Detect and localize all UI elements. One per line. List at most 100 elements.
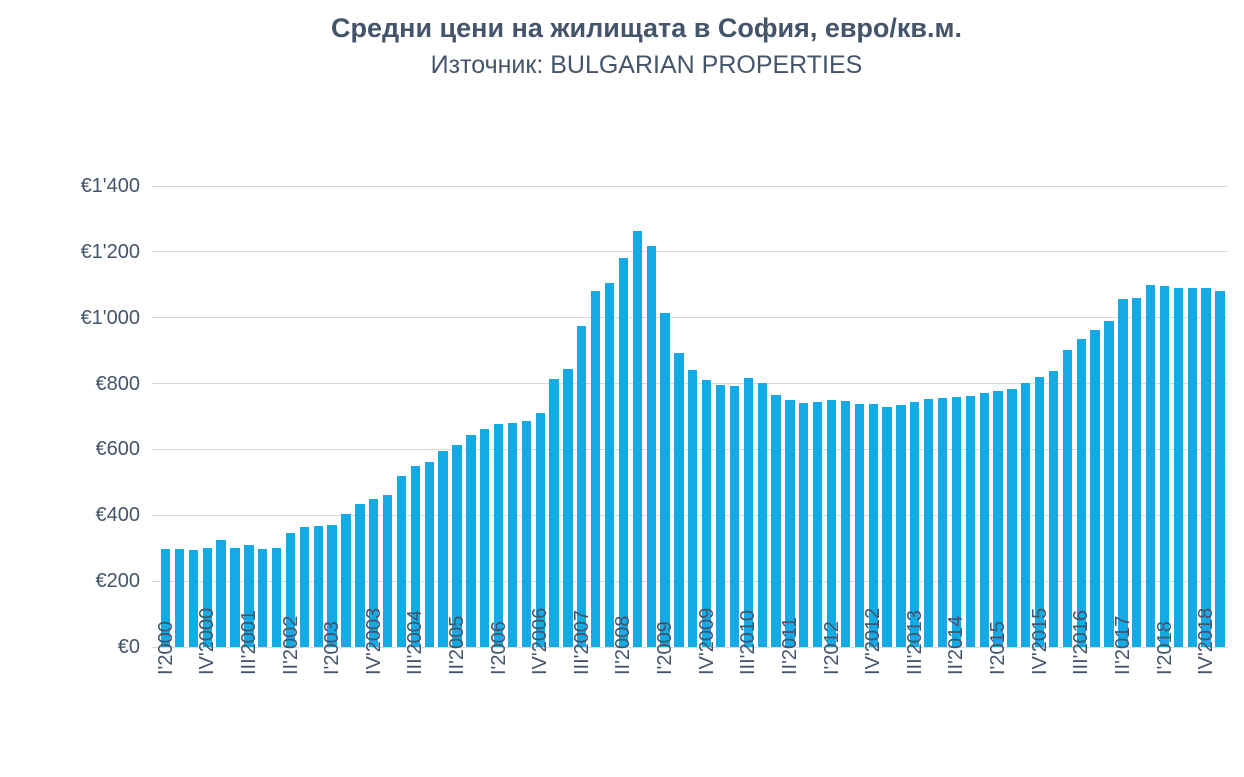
bar (771, 394, 781, 647)
bar (549, 379, 559, 647)
bar (535, 412, 545, 647)
bar (424, 461, 434, 647)
x-axis-tick-label: I'2012 (820, 621, 843, 675)
x-axis-tick-label: II'2005 (446, 616, 468, 775)
bar (604, 283, 615, 647)
x-axis-tick-label: II'2011 (779, 617, 801, 775)
bar (882, 406, 892, 647)
bar (660, 312, 670, 647)
gridline (152, 646, 1228, 648)
x-axis-tick-label: III'2013 (904, 610, 926, 775)
x-axis-tick-label: IV'2015 (1029, 608, 1051, 775)
bar (327, 524, 337, 647)
x-axis-tick-label: III'2010 (737, 610, 759, 775)
bar (1034, 377, 1045, 647)
bar (1159, 286, 1170, 647)
bar (1187, 288, 1197, 647)
bar (174, 548, 185, 647)
bar (1145, 285, 1156, 647)
bar (951, 397, 962, 647)
bar (979, 393, 989, 647)
x-axis-tick-label: II'2014 (945, 616, 967, 775)
bar (396, 475, 407, 647)
bar (618, 257, 629, 647)
bar (410, 466, 420, 647)
bar (729, 385, 740, 647)
gridline (152, 317, 1228, 319)
chart-title: Средни цени на жилищата в София, евро/кв… (330, 13, 963, 43)
bar (965, 396, 975, 647)
bar (799, 402, 809, 647)
bar (216, 540, 226, 647)
x-axis-tick-label: IV'2018 (1195, 608, 1217, 775)
bar (1132, 297, 1142, 647)
y-axis-tick-label: €1'200 (80, 240, 140, 263)
bar (646, 245, 656, 647)
x-axis-tick-label: IV'2003 (363, 608, 385, 775)
bar (702, 379, 712, 647)
bar (840, 400, 851, 647)
x-axis-tick-label: IV'2000 (196, 608, 218, 775)
chart-header: Средни цени на жилищата в София, евро/кв… (49, 0, 1244, 79)
y-axis-tick-label: €600 (95, 438, 141, 461)
bar (299, 527, 310, 647)
bar (896, 404, 906, 647)
chart-subtitle: Източник: BULGARIAN PROPERTIES (430, 50, 863, 79)
bar (521, 420, 531, 647)
bar (591, 291, 601, 647)
gridline (152, 185, 1228, 187)
bar (161, 548, 171, 647)
bar (355, 504, 365, 647)
bar (1076, 339, 1086, 647)
bar (854, 403, 864, 647)
bar (507, 423, 518, 647)
plot-area (152, 185, 1228, 648)
x-axis-tick-label: IV'2012 (862, 608, 884, 775)
bar (577, 325, 587, 647)
bar (563, 369, 573, 647)
x-axis-tick-label: I'2009 (654, 621, 677, 675)
bar (757, 382, 767, 647)
x-axis-tick-label: I'2000 (154, 621, 177, 675)
bar (674, 352, 684, 647)
bar (480, 429, 490, 647)
bar (1021, 383, 1031, 647)
bar (1118, 298, 1128, 647)
x-axis-tick-label: III'2007 (571, 610, 593, 775)
bar (924, 399, 934, 647)
bar (452, 445, 462, 647)
bar (813, 402, 823, 647)
bar (937, 398, 948, 647)
bar (271, 548, 282, 647)
bar (826, 400, 837, 647)
bar (1048, 370, 1059, 647)
bar (910, 402, 920, 647)
bar (258, 548, 268, 647)
x-axis-tick-label: II'2008 (612, 616, 634, 775)
bar (369, 498, 379, 647)
bar (285, 533, 296, 647)
bar (1090, 329, 1100, 647)
y-axis-tick-label: €400 (95, 504, 141, 527)
bar (1007, 388, 1017, 647)
bar (230, 547, 240, 647)
gridline (152, 251, 1228, 253)
x-axis-tick-label: I'2018 (1153, 621, 1176, 675)
y-axis-tick-label: €1'000 (80, 306, 140, 329)
x-axis-tick-label: III'2001 (238, 610, 260, 775)
x-axis-tick-label: II'2017 (1112, 616, 1134, 775)
x-axis-tick-label: I'2003 (321, 621, 344, 675)
bar (785, 400, 795, 647)
bar (632, 230, 642, 647)
bar (715, 385, 726, 647)
bar (493, 424, 504, 647)
x-axis-tick-label: III'2004 (404, 610, 426, 775)
bar (688, 370, 698, 647)
bar (1215, 291, 1225, 647)
x-axis-tick-label: III'2016 (1070, 610, 1092, 775)
bar (341, 513, 351, 647)
x-axis-tick-label: IV'2009 (696, 608, 718, 775)
y-axis-tick-label: €800 (95, 372, 141, 395)
y-axis-tick-label: €200 (95, 570, 141, 593)
